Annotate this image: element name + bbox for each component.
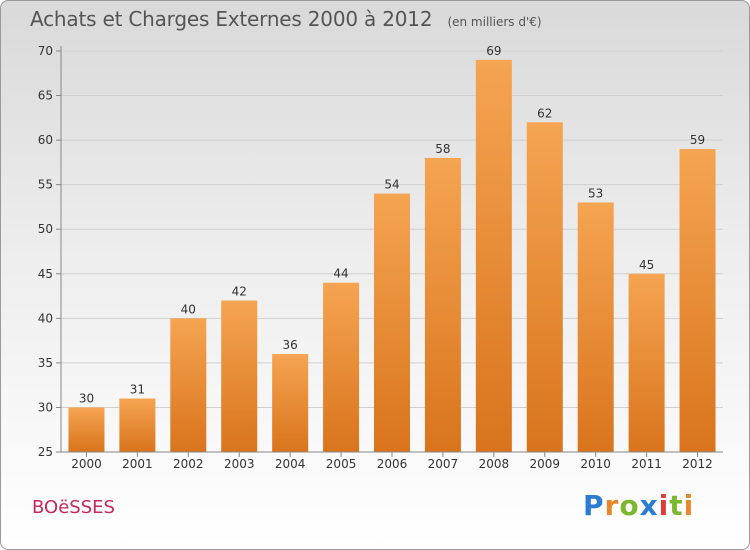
- x-tick-label: 2006: [377, 457, 408, 471]
- value-label-2011: 45: [639, 258, 654, 272]
- bar-2003: [221, 300, 258, 452]
- bar-2012: [679, 149, 716, 452]
- y-tick-label: 30: [38, 400, 53, 414]
- x-tick-label: 2000: [71, 457, 102, 471]
- x-tick-label: 2010: [580, 457, 611, 471]
- bar-2002: [170, 318, 207, 452]
- logo-letter: x: [639, 489, 659, 522]
- value-label-2002: 40: [181, 302, 196, 316]
- chart-title: Achats et Charges Externes 2000 à 2012: [30, 7, 433, 31]
- y-tick-label: 50: [38, 222, 53, 236]
- x-tick-label: 2002: [173, 457, 204, 471]
- y-tick-label: 40: [38, 311, 53, 325]
- y-tick-label: 65: [38, 89, 53, 103]
- bar-2009: [526, 122, 563, 453]
- bar-2007: [424, 157, 461, 452]
- y-tick-label: 70: [38, 44, 53, 58]
- x-tick-label: 2011: [631, 457, 662, 471]
- y-tick-label: 35: [38, 356, 53, 370]
- logo-letter: r: [604, 489, 620, 522]
- logo-letter: P: [583, 489, 605, 522]
- bar-2010: [577, 202, 614, 452]
- chart-subtitle: (en milliers d'€): [447, 15, 542, 29]
- bar-2005: [323, 282, 360, 452]
- x-tick-label: 2001: [122, 457, 153, 471]
- value-label-2003: 42: [232, 285, 247, 299]
- value-label-2005: 44: [333, 267, 348, 281]
- value-label-2001: 31: [130, 383, 145, 397]
- value-label-2000: 30: [79, 391, 94, 405]
- value-label-2010: 53: [588, 186, 603, 200]
- logo-letter: t: [669, 489, 684, 522]
- value-label-2004: 36: [283, 338, 298, 352]
- logo-letter: i: [683, 489, 695, 522]
- x-tick-label: 2008: [479, 457, 510, 471]
- bar-2008: [475, 59, 512, 453]
- bar-2000: [68, 407, 105, 452]
- value-label-2008: 69: [486, 44, 501, 58]
- bar-2006: [374, 193, 410, 453]
- proxiti-logo: Proxiti: [583, 489, 694, 522]
- title-row: Achats et Charges Externes 2000 à 2012 (…: [30, 7, 542, 31]
- y-tick-label: 55: [38, 178, 53, 192]
- x-tick-label: 2009: [529, 457, 560, 471]
- bar-2004: [272, 353, 309, 452]
- value-label-2007: 58: [435, 142, 450, 156]
- x-tick-label: 2007: [428, 457, 459, 471]
- place-label: BOëSSES: [32, 497, 115, 518]
- x-tick-label: 2003: [224, 457, 255, 471]
- bar-2011: [628, 273, 665, 452]
- bar-2001: [119, 398, 156, 452]
- value-label-2006: 54: [384, 178, 399, 192]
- value-label-2012: 59: [690, 133, 705, 147]
- logo-letter: o: [619, 489, 640, 522]
- x-tick-label: 2012: [682, 457, 713, 471]
- x-tick-label: 2004: [275, 457, 306, 471]
- y-tick-label: 25: [38, 445, 53, 459]
- y-tick-label: 60: [38, 133, 53, 147]
- y-tick-label: 45: [38, 267, 53, 281]
- x-tick-label: 2005: [326, 457, 357, 471]
- logo-letter: i: [658, 489, 670, 522]
- value-label-2009: 62: [537, 106, 552, 120]
